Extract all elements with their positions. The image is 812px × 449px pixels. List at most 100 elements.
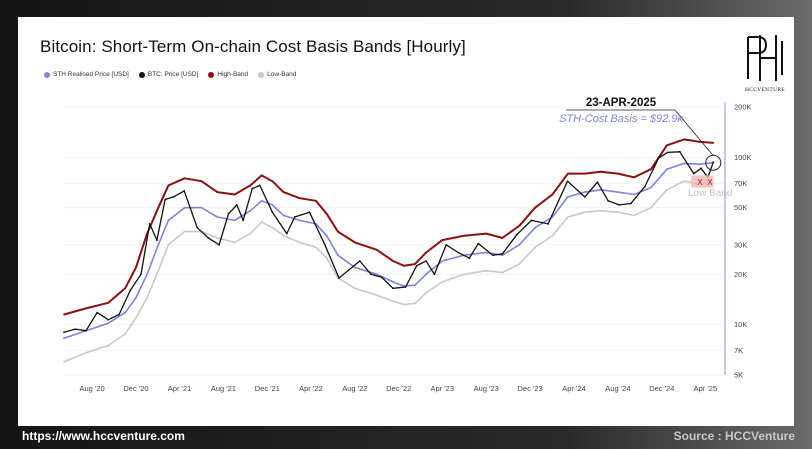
series-point-3 xyxy=(227,212,230,215)
series-point-0 xyxy=(375,248,378,251)
series-point-2 xyxy=(633,214,636,217)
series-point-2 xyxy=(617,211,619,214)
series-line-0 xyxy=(63,138,714,316)
series-point-0 xyxy=(157,206,160,209)
series-point-3 xyxy=(515,233,518,236)
series-point-3 xyxy=(285,232,288,235)
series-point-0 xyxy=(216,191,219,193)
y-tick-label: 50K xyxy=(734,203,747,212)
series-point-3 xyxy=(324,243,326,246)
x-tick-label: Aug '21 xyxy=(211,384,236,393)
series-point-3 xyxy=(492,254,494,257)
series-point-3 xyxy=(678,150,681,153)
series-point-3 xyxy=(271,211,274,214)
series-point-2 xyxy=(485,269,488,272)
series-point-3 xyxy=(566,180,569,183)
series-point-3 xyxy=(457,251,460,254)
x-tick-label: Apr '21 xyxy=(168,384,192,393)
legend-label-sth: STH Realised Price [USD] xyxy=(53,71,129,78)
series-point-0 xyxy=(392,260,394,262)
series-point-1 xyxy=(633,193,636,196)
series-point-2 xyxy=(441,281,444,283)
series-point-2 xyxy=(414,302,416,305)
legend-swatch-high xyxy=(208,71,215,78)
y-tick-label: 7K xyxy=(734,346,743,355)
series-point-1 xyxy=(425,273,427,276)
series-point-0 xyxy=(315,199,317,202)
series-point-1 xyxy=(485,251,488,254)
series-point-2 xyxy=(271,226,274,229)
series-point-3 xyxy=(712,161,715,164)
series-point-2 xyxy=(183,230,186,233)
series-point-1 xyxy=(650,186,652,189)
cross-mark: X xyxy=(707,178,713,187)
series-point-2 xyxy=(260,221,263,224)
annotation-date: 23-APR-2025 xyxy=(586,97,657,109)
x-tick-label: Apr '23 xyxy=(431,384,455,393)
series-point-0 xyxy=(336,230,339,233)
series-point-0 xyxy=(518,224,521,227)
series-point-3 xyxy=(63,331,65,334)
y-tick-label: 10K xyxy=(734,320,747,329)
footer-source: Source : HCCVenture xyxy=(673,429,795,443)
series-point-2 xyxy=(683,180,686,183)
series-point-3 xyxy=(607,199,610,202)
series-point-1 xyxy=(617,191,619,193)
series-point-3 xyxy=(370,273,372,276)
footer-url[interactable]: https://www.hccventure.com xyxy=(22,429,185,443)
series-line-1 xyxy=(63,161,714,339)
series-point-3 xyxy=(96,311,99,314)
series-point-3 xyxy=(629,202,632,205)
legend-label-high: High-Band xyxy=(217,71,249,78)
series-point-0 xyxy=(485,232,488,235)
series-point-3 xyxy=(358,260,361,262)
series-point-1 xyxy=(336,254,339,257)
cross-mark: X xyxy=(697,178,703,187)
series-point-2 xyxy=(534,246,537,249)
series-point-0 xyxy=(617,172,619,175)
y-tick-label: 70K xyxy=(734,179,747,188)
series-point-2 xyxy=(583,211,586,214)
chart-legend: STH Realised Price [USD] BTC: Price [USD… xyxy=(44,71,296,78)
series-point-0 xyxy=(583,172,586,175)
series-point-0 xyxy=(282,191,285,193)
legend-label-btc: BTC: Price [USD] xyxy=(147,71,199,78)
series-point-3 xyxy=(692,172,695,175)
y-tick-label: 5K xyxy=(734,371,743,380)
series-point-1 xyxy=(375,273,378,276)
series-point-2 xyxy=(315,246,317,249)
series-point-0 xyxy=(107,301,110,304)
series-point-3 xyxy=(596,181,599,184)
series-point-2 xyxy=(146,296,149,299)
low-band-highlight xyxy=(691,175,714,188)
series-point-0 xyxy=(298,197,301,200)
legend-swatch-sth xyxy=(44,71,50,78)
series-point-1 xyxy=(216,216,219,218)
series-point-1 xyxy=(146,273,149,276)
series-point-0 xyxy=(167,184,170,187)
series-point-2 xyxy=(249,232,252,235)
series-point-0 xyxy=(712,142,715,144)
x-tick-label: Aug '23 xyxy=(474,384,499,393)
series-point-1 xyxy=(518,243,521,246)
series-point-3 xyxy=(392,287,394,290)
series-point-3 xyxy=(258,184,261,187)
series-point-1 xyxy=(501,254,504,257)
series-point-3 xyxy=(477,242,480,245)
series-point-1 xyxy=(282,214,285,217)
y-tick-label: 20K xyxy=(734,270,747,279)
series-point-3 xyxy=(183,190,186,192)
series-point-3 xyxy=(251,187,254,190)
series-point-0 xyxy=(402,264,405,267)
series-point-2 xyxy=(63,360,65,363)
series-point-0 xyxy=(183,177,186,180)
series-point-2 xyxy=(501,271,504,274)
series-point-0 xyxy=(566,172,569,175)
series-point-0 xyxy=(85,307,87,310)
series-point-2 xyxy=(353,287,356,290)
series-point-1 xyxy=(353,266,356,269)
series-point-3 xyxy=(164,198,167,201)
series-point-0 xyxy=(425,251,427,254)
series-point-3 xyxy=(618,203,621,206)
series-point-3 xyxy=(129,289,132,292)
